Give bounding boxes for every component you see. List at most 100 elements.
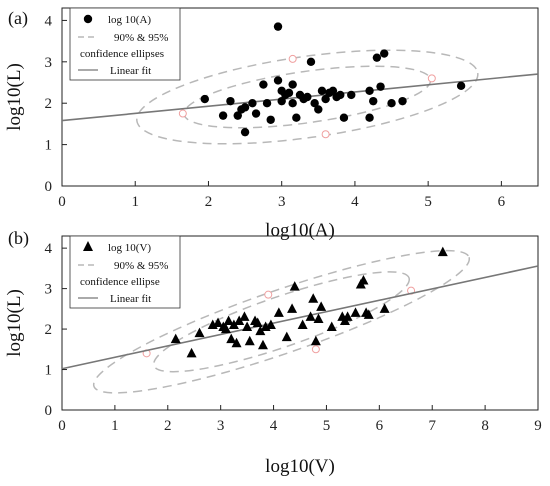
data-point bbox=[365, 86, 374, 95]
y-tick-label: 2 bbox=[45, 322, 53, 338]
data-point bbox=[242, 321, 253, 332]
data-point bbox=[239, 311, 250, 321]
x-tick-label: 9 bbox=[534, 418, 542, 434]
data-point bbox=[328, 86, 338, 95]
x-tick-label: 3 bbox=[278, 194, 286, 210]
legend-marker bbox=[83, 241, 93, 251]
data-point bbox=[310, 335, 321, 346]
data-point bbox=[200, 94, 209, 104]
x-tick-label: 6 bbox=[498, 194, 506, 210]
data-point bbox=[259, 80, 268, 89]
x-axis-label: log10(A) bbox=[265, 220, 335, 241]
confidence-ellipse-90 bbox=[152, 271, 411, 373]
x-tick-label: 5 bbox=[323, 418, 331, 434]
data-point bbox=[398, 96, 407, 106]
x-tick-label: 2 bbox=[205, 194, 213, 210]
y-tick-label: 4 bbox=[45, 241, 53, 257]
data-point bbox=[313, 313, 324, 323]
data-point bbox=[288, 99, 297, 108]
linear-fit-line bbox=[61, 265, 539, 370]
data-point bbox=[223, 315, 234, 325]
data-point bbox=[297, 319, 308, 330]
ellipse-marker bbox=[178, 109, 187, 118]
data-point bbox=[321, 94, 330, 104]
data-point bbox=[218, 111, 228, 120]
confidence-ellipse-95 bbox=[92, 249, 471, 394]
data-point bbox=[358, 275, 369, 285]
data-point bbox=[369, 96, 378, 106]
x-tick-label: 0 bbox=[58, 194, 66, 210]
data-point bbox=[365, 113, 374, 122]
data-point bbox=[273, 307, 284, 317]
data-point bbox=[289, 281, 300, 291]
data-point bbox=[170, 333, 181, 344]
data-point bbox=[380, 49, 389, 58]
legend-entry: 90% & 95% bbox=[114, 32, 168, 44]
y-axis-label: log10(L) bbox=[4, 63, 25, 131]
data-point bbox=[228, 319, 239, 330]
data-point bbox=[284, 88, 294, 98]
x-tick-label: 0 bbox=[58, 418, 66, 434]
data-point bbox=[310, 99, 319, 108]
x-tick-label: 8 bbox=[481, 418, 489, 434]
data-point bbox=[194, 327, 205, 338]
legend-entry: Linear fit bbox=[110, 293, 151, 305]
y-tick-label: 4 bbox=[45, 13, 53, 29]
data-point bbox=[308, 293, 319, 303]
ellipse-marker bbox=[264, 290, 273, 299]
data-point bbox=[220, 323, 231, 334]
data-point bbox=[186, 347, 197, 358]
data-point bbox=[379, 303, 390, 313]
x-tick-label: 5 bbox=[424, 194, 432, 210]
panel-label: (a) bbox=[8, 8, 28, 29]
ellipse-marker bbox=[311, 345, 320, 354]
data-point bbox=[306, 57, 316, 67]
data-point bbox=[257, 339, 268, 350]
data-point bbox=[226, 333, 237, 344]
x-axis-label: log10(V) bbox=[265, 456, 335, 477]
data-point bbox=[376, 82, 385, 91]
ellipse-marker bbox=[427, 74, 436, 83]
x-tick-label: 1 bbox=[111, 418, 119, 434]
data-point bbox=[240, 127, 250, 137]
plot-frame bbox=[61, 235, 539, 411]
data-point bbox=[281, 331, 292, 342]
legend-entry: log 10(A) bbox=[108, 14, 151, 26]
panel-label: (b) bbox=[8, 228, 29, 249]
data-point bbox=[262, 99, 272, 108]
data-point bbox=[213, 317, 224, 327]
data-point bbox=[273, 76, 283, 85]
legend-entry: confidence ellipses bbox=[80, 48, 164, 60]
x-tick-label: 4 bbox=[270, 418, 278, 434]
legend-entry: confidence ellipse bbox=[80, 276, 160, 288]
data-point bbox=[273, 22, 283, 31]
x-tick-label: 3 bbox=[217, 418, 225, 434]
data-point bbox=[288, 80, 297, 89]
data-point bbox=[251, 109, 261, 118]
data-point bbox=[387, 99, 396, 108]
data-point bbox=[277, 96, 286, 106]
x-tick-label: 1 bbox=[131, 194, 139, 210]
data-point bbox=[339, 113, 349, 122]
data-point bbox=[314, 105, 323, 114]
y-tick-label: 3 bbox=[45, 282, 53, 298]
y-tick-label: 1 bbox=[45, 363, 53, 379]
y-tick-label: 0 bbox=[45, 179, 53, 195]
ellipse-marker bbox=[288, 54, 297, 63]
data-point bbox=[240, 103, 250, 112]
x-tick-label: 4 bbox=[351, 194, 359, 210]
data-point bbox=[316, 301, 327, 311]
data-point bbox=[326, 321, 337, 332]
y-tick-label: 0 bbox=[45, 403, 53, 419]
data-point bbox=[437, 246, 448, 257]
data-point bbox=[265, 319, 276, 330]
legend-entry: 90% & 95% bbox=[114, 260, 168, 272]
data-point bbox=[372, 53, 382, 62]
data-point bbox=[233, 111, 242, 120]
panel-a: 0 1 2 3 4 5 6 0 1 2 3 4 log10(A) log10(L) (a) log 10(A)… bbox=[4, 7, 539, 241]
x-tick-label: 7 bbox=[428, 418, 436, 434]
confidence-ellipse-95 bbox=[136, 49, 479, 145]
y-tick-label: 2 bbox=[45, 96, 53, 112]
legend-entry: Linear fit bbox=[110, 65, 151, 77]
